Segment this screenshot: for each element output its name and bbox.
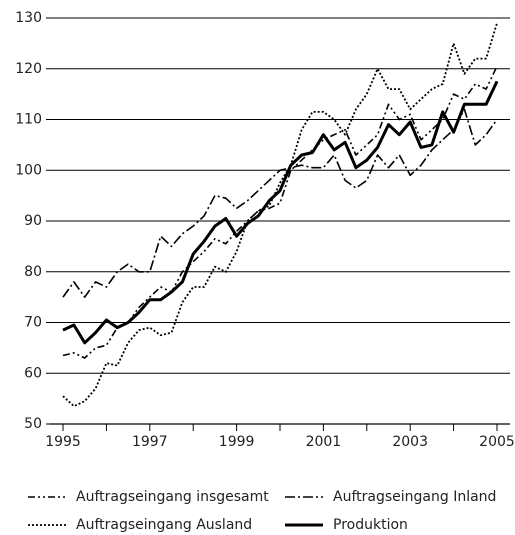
x-tick-label: 2001 — [306, 434, 342, 450]
x-tick-label: 1999 — [219, 434, 255, 450]
legend-label: Auftragseingang Inland — [333, 489, 496, 505]
x-tick-label: 2005 — [479, 434, 515, 450]
series-line — [62, 22, 498, 408]
y-tick-label: 50 — [24, 416, 42, 432]
y-tick-label: 130 — [15, 10, 42, 26]
legend-label: Auftragseingang Ausland — [76, 517, 252, 533]
series-line — [62, 65, 498, 359]
y-tick-label: 100 — [15, 162, 42, 178]
y-tick-label: 120 — [15, 61, 42, 77]
y-tick-label: 70 — [24, 315, 42, 331]
legend-label: Produktion — [333, 517, 408, 533]
y-tick-label: 90 — [24, 213, 42, 229]
series-line — [62, 108, 498, 298]
x-tick-label: 1997 — [132, 434, 168, 450]
y-tick-label: 60 — [24, 365, 42, 381]
x-tick-label: 1995 — [45, 434, 81, 450]
x-tick-label: 2003 — [392, 434, 428, 450]
series-line — [62, 80, 499, 345]
legend-label: Auftragseingang insgesamt — [76, 489, 269, 505]
y-tick-label: 110 — [15, 112, 42, 128]
y-tick-label: 80 — [24, 264, 42, 280]
